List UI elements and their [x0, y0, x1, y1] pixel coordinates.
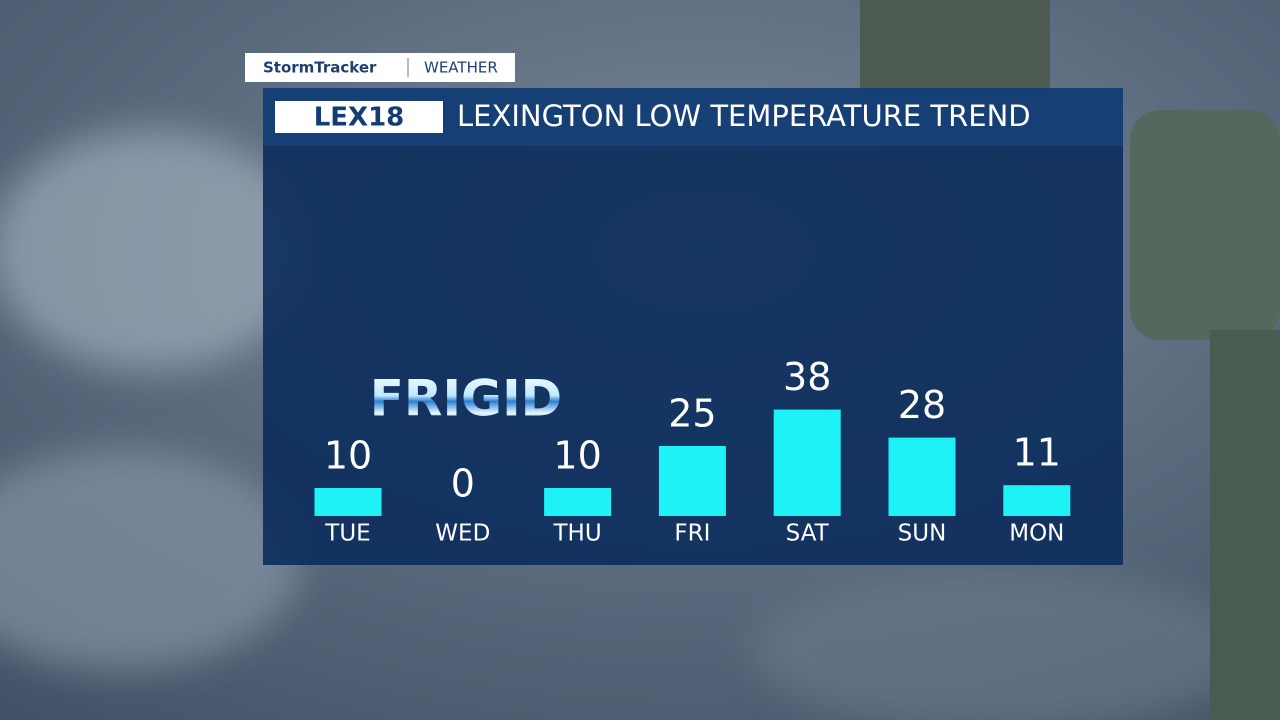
value-label: 11 [1013, 431, 1061, 475]
value-label: 38 [783, 355, 831, 399]
value-label: 25 [668, 392, 716, 436]
value-label: 10 [324, 434, 372, 478]
brand-name: StormTracker [263, 59, 377, 77]
annotation: FRIGID [370, 370, 562, 428]
category-label: SAT [786, 521, 830, 547]
category-label: WED [435, 521, 490, 547]
bar [658, 446, 726, 516]
brand-badge [245, 53, 515, 82]
category-label: SUN [898, 521, 947, 547]
category-label: MON [1009, 521, 1064, 547]
background-blur [0, 130, 1250, 720]
bar [1003, 485, 1071, 516]
brand-section: WEATHER [424, 59, 498, 77]
logo: LEX18 [314, 103, 405, 133]
value-label: 0 [451, 462, 475, 506]
chart-title: LEXINGTON LOW TEMPERATURE TREND [457, 99, 1031, 133]
category-label: FRI [674, 521, 710, 547]
logo-box [275, 101, 443, 133]
bar [314, 488, 382, 516]
value-label: 28 [898, 383, 946, 427]
category-label: TUE [324, 521, 370, 547]
bar [773, 409, 841, 516]
value-label: 10 [553, 434, 601, 478]
bar [544, 488, 612, 516]
pipe [860, 0, 1280, 720]
bar [888, 437, 956, 516]
category-label: THU [553, 521, 602, 547]
